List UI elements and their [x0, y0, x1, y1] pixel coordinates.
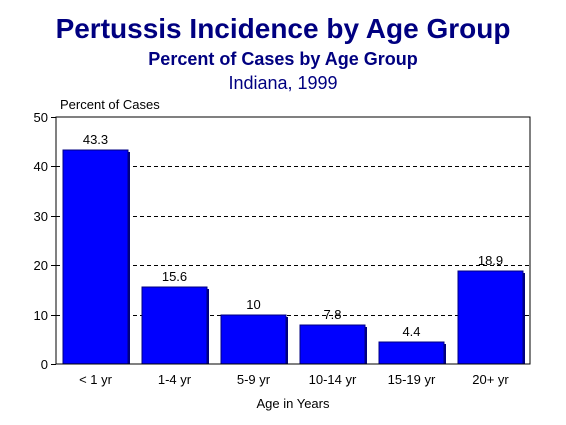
- x-tick-label: < 1 yr: [79, 372, 113, 387]
- x-tick-label: 5-9 yr: [237, 372, 271, 387]
- chart-title: Pertussis Incidence by Age Group: [55, 13, 511, 44]
- bar: [378, 341, 445, 365]
- chart-subtitle: Percent of Cases by Age Group: [148, 49, 418, 69]
- bars: [62, 149, 525, 365]
- y-axis-title: Percent of Cases: [60, 97, 160, 112]
- data-labels: 43.3 15.6 10 7.8 4.4 18.9: [83, 132, 503, 339]
- x-tick-label: 10-14 yr: [309, 372, 357, 387]
- bar-value-label: 10: [246, 297, 260, 312]
- bar-value-label: 43.3: [83, 132, 108, 147]
- x-axis-title: Age in Years: [256, 396, 330, 411]
- bar: [299, 324, 366, 365]
- y-tick-label: 20: [34, 258, 48, 273]
- plot-area-frame: [55, 116, 531, 365]
- bar-value-label: 18.9: [478, 253, 503, 268]
- x-tick-label: 20+ yr: [472, 372, 509, 387]
- bar-value-label: 15.6: [162, 269, 187, 284]
- bar-value-label: 7.8: [323, 307, 341, 322]
- y-tick-label: 30: [34, 209, 48, 224]
- y-tick-label: 10: [34, 308, 48, 323]
- chart-location-year: Indiana, 1999: [228, 73, 338, 93]
- y-axis: 0 10 20 30 40 50: [34, 110, 56, 372]
- gridlines: [56, 166, 530, 316]
- x-tick-label: 15-19 yr: [388, 372, 436, 387]
- bar: [141, 286, 208, 365]
- bar: [62, 149, 129, 365]
- bar-value-label: 4.4: [402, 324, 420, 339]
- bar: [220, 314, 287, 365]
- y-tick-label: 40: [34, 159, 48, 174]
- bar: [457, 270, 524, 365]
- y-tick-label: 50: [34, 110, 48, 125]
- x-axis: < 1 yr 1-4 yr 5-9 yr 10-14 yr 15-19 yr 20+ yr: [79, 372, 509, 387]
- y-tick-label: 0: [41, 357, 48, 372]
- x-tick-label: 1-4 yr: [158, 372, 192, 387]
